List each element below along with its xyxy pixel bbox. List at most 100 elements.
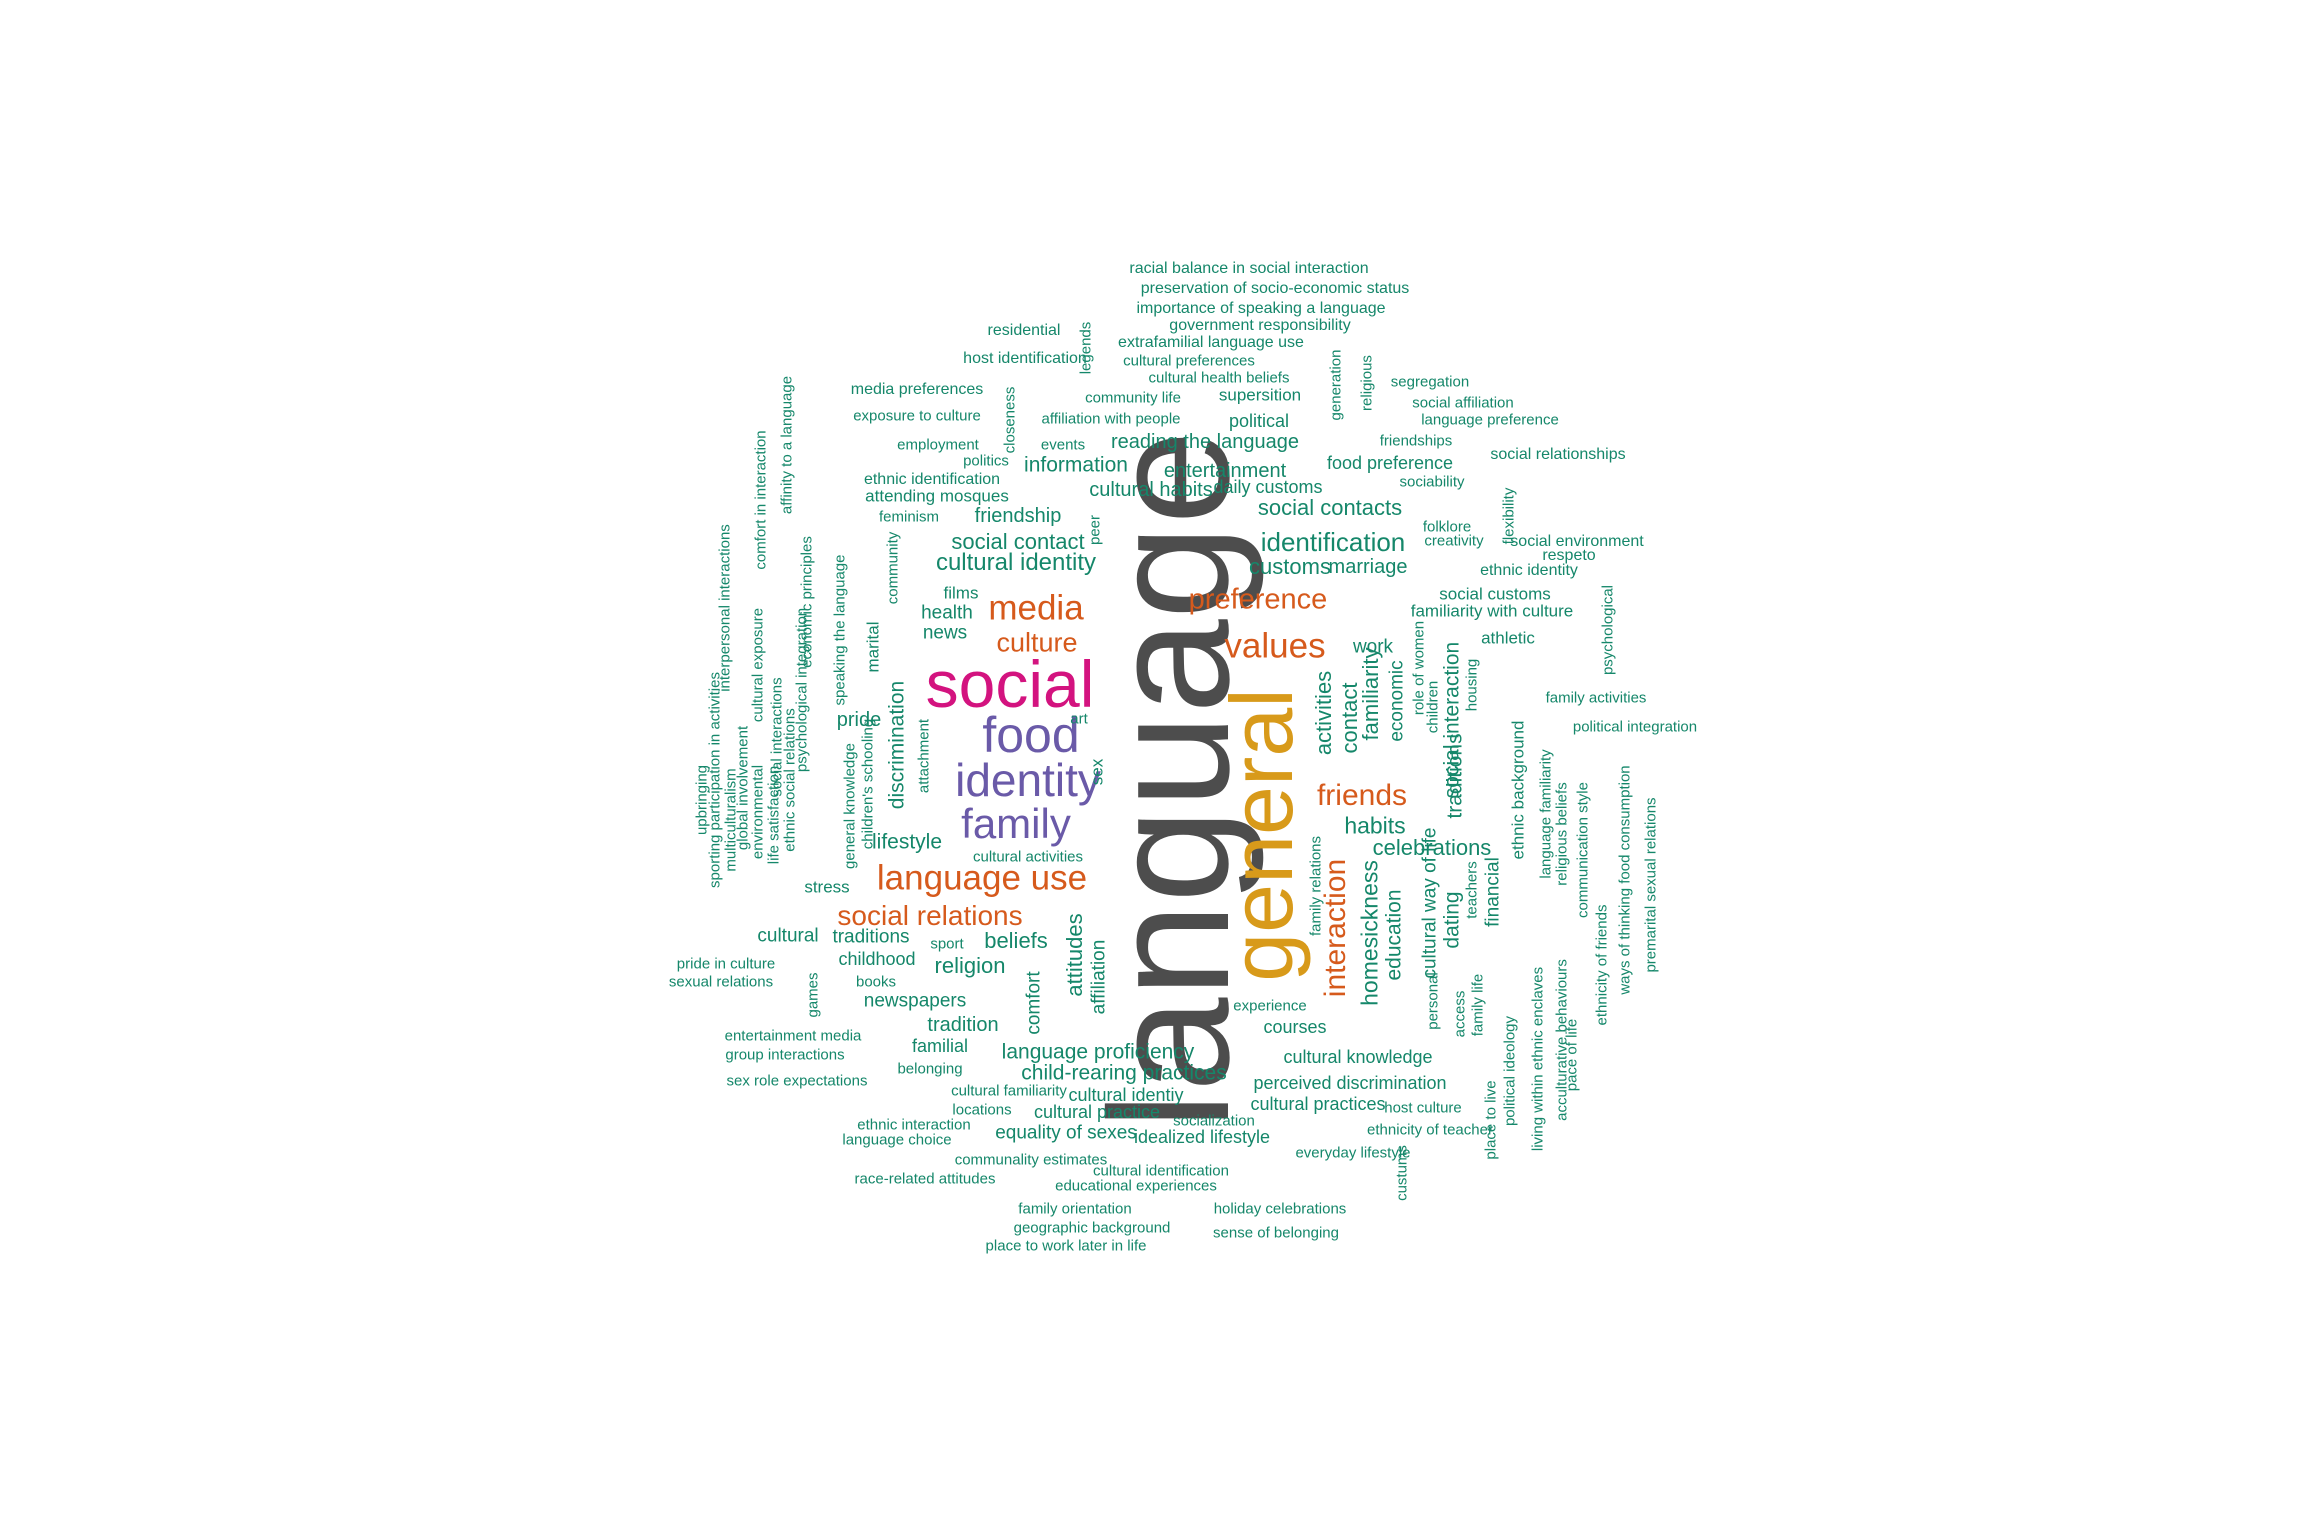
cloud-word: folklore	[1422, 518, 1472, 536]
cloud-word: general knowledge	[841, 743, 859, 869]
cloud-word: sport	[930, 935, 964, 953]
cloud-word: group interactions	[725, 1046, 845, 1064]
cloud-word: political	[1228, 411, 1290, 431]
cloud-word: food	[982, 707, 1080, 763]
cloud-word: everyday lifestyle	[1295, 1144, 1411, 1162]
cloud-word: cultural identity	[935, 549, 1097, 576]
cloud-word: childhood	[838, 949, 916, 969]
cloud-word: discrimination	[885, 680, 909, 810]
cloud-word: family life	[1469, 973, 1487, 1037]
cloud-word: marital	[863, 621, 883, 673]
cloud-word: child-rearing practices	[1021, 1061, 1227, 1085]
cloud-word: cultural identification	[1093, 1162, 1229, 1180]
cloud-word: belonging	[897, 1060, 963, 1078]
cloud-word: political integration	[1572, 718, 1698, 736]
cloud-word: children	[1424, 680, 1442, 734]
cloud-word: religion	[934, 953, 1006, 978]
cloud-word: dating	[1440, 891, 1464, 949]
cloud-word: social	[925, 647, 1095, 721]
cloud-word: children's schooling	[859, 718, 877, 850]
cloud-word: cultural health beliefs	[1148, 369, 1290, 387]
cloud-word: familial	[911, 1036, 969, 1056]
cloud-word: importance of speaking a language	[1136, 300, 1386, 317]
cloud-word: locations	[952, 1101, 1012, 1119]
cloud-word: cultural preferences	[1123, 352, 1255, 370]
cloud-word: cultural practices	[1250, 1094, 1386, 1114]
cloud-word: courses	[1263, 1017, 1327, 1037]
cloud-word: creativity	[1424, 532, 1484, 550]
cloud-word: psychological	[1599, 584, 1617, 676]
cloud-word: entertainment	[1163, 460, 1287, 482]
cloud-word: host identification	[963, 350, 1087, 367]
cloud-word: experience	[1233, 997, 1307, 1015]
cloud-word: access	[1451, 990, 1469, 1038]
cloud-word: social environment	[1510, 533, 1644, 550]
cloud-word: activities	[1311, 670, 1336, 756]
cloud-word: flexibility	[1500, 487, 1518, 545]
cloud-word: friendship	[974, 505, 1062, 527]
cloud-word: exposure to culture	[853, 407, 981, 425]
cloud-word: respeto	[1542, 547, 1596, 564]
cloud-word: economic principles	[798, 536, 816, 668]
cloud-word: news	[922, 622, 968, 644]
cloud-word: identity	[955, 754, 1101, 806]
cloud-word: social affiliation	[1412, 394, 1514, 412]
cloud-word: speaking the language	[831, 554, 849, 706]
cloud-word: homesickness	[1356, 860, 1383, 1006]
cloud-word: events	[1040, 436, 1086, 454]
cloud-word: living within ethnic enclaves	[1529, 966, 1547, 1152]
cloud-word: personal	[1424, 972, 1442, 1030]
cloud-word: language familiarity	[1537, 749, 1555, 879]
cloud-word: ethnic background	[1508, 720, 1528, 860]
cloud-word: cultural knowledge	[1283, 1047, 1433, 1067]
cloud-word: ethnicity of friends	[1593, 904, 1611, 1026]
cloud-word: sense of belonging	[1213, 1224, 1339, 1242]
cloud-word: comfort in interaction	[752, 430, 770, 570]
cloud-word: geographic background	[1013, 1219, 1171, 1237]
cloud-word: sexual relations	[668, 973, 774, 991]
cloud-word: language preference	[1421, 411, 1559, 429]
cloud-word: interaction	[1319, 858, 1352, 998]
cloud-word: athletic	[1481, 628, 1535, 648]
cloud-word: cultural familiarity	[951, 1082, 1067, 1100]
cloud-word: cultural identiy	[1068, 1085, 1184, 1105]
cloud-word: legends	[1077, 321, 1095, 375]
cloud-word: cultural habits	[1089, 479, 1213, 501]
cloud-word: equality of sexes	[995, 1122, 1137, 1144]
cloud-word: cultural	[757, 925, 819, 947]
cloud-word: language use	[876, 858, 1088, 898]
cloud-word: political ideology	[1501, 1015, 1519, 1127]
cloud-word: games	[804, 972, 822, 1018]
cloud-word: familiarity	[1358, 647, 1383, 741]
cloud-word: place to work later in life	[985, 1237, 1147, 1255]
cloud-word: health	[921, 602, 973, 624]
cloud-word: familiarity with culture	[1410, 601, 1574, 621]
cloud-word: communality estimates	[954, 1151, 1108, 1169]
cloud-word: marriage	[1328, 556, 1408, 578]
cloud-word: family orientation	[1018, 1200, 1132, 1218]
cloud-word: social customs	[1439, 584, 1551, 604]
cloud-word: sociability	[1399, 473, 1465, 491]
cloud-word: attachment	[915, 718, 933, 794]
cloud-word: holiday celebrations	[1213, 1200, 1347, 1218]
cloud-word: habits	[1344, 812, 1406, 839]
cloud-word: religious	[1358, 355, 1376, 411]
cloud-word: closeness	[1001, 386, 1019, 454]
cloud-word: sex	[1087, 758, 1107, 786]
cloud-word: preference	[1188, 583, 1328, 616]
cloud-word: segregation	[1390, 373, 1470, 391]
cloud-word: general	[1212, 688, 1311, 982]
cloud-word: books	[855, 973, 897, 991]
cloud-word: culture	[996, 627, 1078, 658]
cloud-word: feminism	[878, 508, 940, 526]
cloud-word: food preference	[1326, 453, 1454, 473]
cloud-word: pride in culture	[676, 955, 776, 973]
cloud-word: affinity to a language	[778, 375, 796, 515]
cloud-word: peer	[1086, 514, 1104, 546]
cloud-word: housing	[1463, 658, 1481, 712]
cloud-word: work	[1352, 636, 1394, 658]
cloud-word: communication style	[1574, 782, 1592, 918]
cloud-word: community	[884, 531, 902, 605]
cloud-word: newspapers	[863, 990, 967, 1012]
cloud-word: celebrations	[1372, 835, 1492, 860]
